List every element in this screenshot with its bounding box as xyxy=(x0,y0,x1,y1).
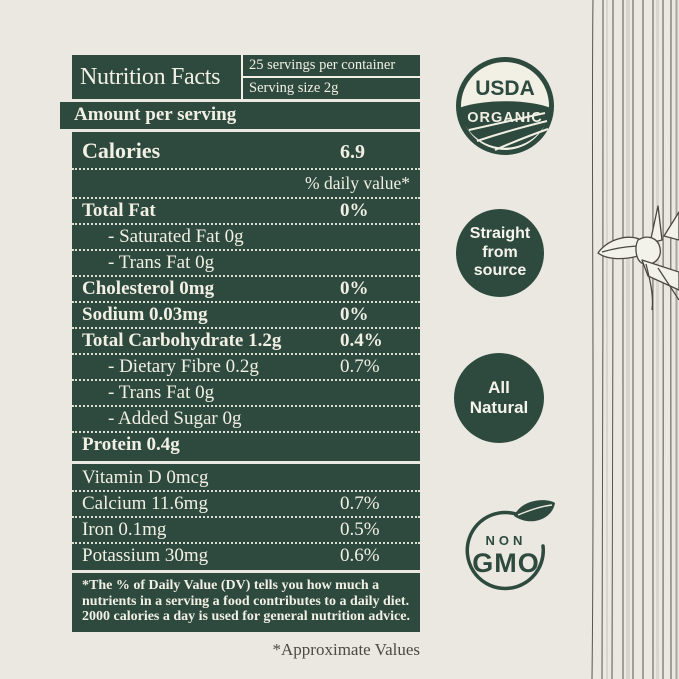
nutrient-row: Total Carbohydrate 1.2g 0.4% xyxy=(72,327,420,353)
mineral-name: Vitamin D 0mcg xyxy=(82,467,209,488)
nutrient-name: - Dietary Fibre 0.2g xyxy=(108,356,259,377)
non-gmo-badge: NON GMO xyxy=(465,500,555,591)
nutrient-daily-value: 0% xyxy=(340,200,369,221)
reeds-illustration xyxy=(591,0,679,679)
nutrient-row: Protein 0.4g xyxy=(72,431,420,457)
nutrient-daily-value: 0.7% xyxy=(340,356,380,377)
badge-line: All xyxy=(488,377,510,397)
nutrient-name: - Added Sugar 0g xyxy=(108,408,242,429)
nutrient-name: - Trans Fat 0g xyxy=(108,382,215,403)
nutrient-name: Protein 0.4g xyxy=(82,434,180,455)
badge-line: source xyxy=(473,262,527,280)
mineral-name: Iron 0.1mg xyxy=(82,519,167,540)
mineral-daily-value: 0.6% xyxy=(340,545,380,566)
daily-value-header: % daily value* xyxy=(72,170,420,199)
mineral-row: Vitamin D 0mcg xyxy=(72,466,420,490)
nutrient-daily-value: 0% xyxy=(340,278,369,299)
nutrient-row: Cholesterol 0mg 0% xyxy=(72,275,420,301)
nutrition-facts-label: Nutrition Facts 25 servings per containe… xyxy=(60,55,420,660)
usda-text: USDA xyxy=(475,77,535,100)
badge-line: from xyxy=(482,243,518,261)
nutrient-name: Total Fat xyxy=(82,200,156,221)
nutrient-name: Total Carbohydrate 1.2g xyxy=(82,330,282,351)
nutrient-rows: Total Fat 0% - Saturated Fat 0g - Trans … xyxy=(72,199,420,457)
nutrient-daily-value: 0.4% xyxy=(340,330,383,351)
daily-value-footnote: *The % of Daily Value (DV) tells you how… xyxy=(72,573,420,633)
nutrient-row: Sodium 0.03mg 0% xyxy=(72,301,420,327)
badge-line: Straight xyxy=(469,224,531,242)
gmo-text: GMO xyxy=(472,548,540,578)
calories-label: Calories xyxy=(82,138,161,163)
nutrient-row: Total Fat 0% xyxy=(72,199,420,223)
calories-value: 6.9 xyxy=(340,141,365,163)
nutrient-name: - Trans Fat 0g xyxy=(108,252,215,273)
minerals-table: Vitamin D 0mcg Calcium 11.6mg 0.7% Iron … xyxy=(72,464,420,570)
nutrient-row: - Added Sugar 0g xyxy=(72,405,420,431)
non-text: NON xyxy=(486,533,527,548)
serving-size: Serving size 2g xyxy=(249,80,339,96)
nutrient-row: - Trans Fat 0g xyxy=(72,379,420,405)
calories-row: Calories 6.9 xyxy=(72,134,420,170)
nutrient-name: Cholesterol 0mg xyxy=(82,278,215,299)
field-furrows-icon xyxy=(468,112,549,151)
nutrient-row: - Trans Fat 0g xyxy=(72,249,420,275)
straight-from-source-badge: Straight from source xyxy=(456,209,544,297)
nutrient-daily-value: 0% xyxy=(340,304,369,325)
usda-organic-badge: USDA ORGANIC xyxy=(456,57,554,155)
leaf-icon xyxy=(514,500,555,522)
nutrient-name: - Saturated Fat 0g xyxy=(108,226,244,247)
amount-per-serving-bar: Amount per serving xyxy=(60,102,420,129)
servings-per-container: 25 servings per container xyxy=(243,55,420,78)
nutrient-row: - Saturated Fat 0g xyxy=(72,223,420,249)
mineral-row: Iron 0.1mg 0.5% xyxy=(72,516,420,542)
label-header: Nutrition Facts 25 servings per containe… xyxy=(72,55,420,99)
nutrient-row: - Dietary Fibre 0.2g 0.7% xyxy=(72,353,420,379)
mineral-row: Calcium 11.6mg 0.7% xyxy=(72,490,420,516)
mineral-daily-value: 0.7% xyxy=(340,493,380,514)
nutrient-name: Sodium 0.03mg xyxy=(82,304,208,325)
mineral-daily-value: 0.5% xyxy=(340,519,380,540)
mineral-name: Calcium 11.6mg xyxy=(82,493,208,514)
servings-info: 25 servings per container Serving size 2… xyxy=(243,55,420,99)
mineral-row: Potassium 30mg 0.6% xyxy=(72,542,420,568)
label-title: Nutrition Facts xyxy=(72,55,243,99)
organic-text: ORGANIC xyxy=(467,110,542,126)
badge-line: Natural xyxy=(469,398,529,417)
approximate-values-note: *Approximate Values xyxy=(272,640,420,660)
mineral-name: Potassium 30mg xyxy=(82,545,209,566)
nutrients-table: Calories 6.9 % daily value* Total Fat 0%… xyxy=(72,132,420,461)
all-natural-badge: All Natural xyxy=(454,353,544,443)
hornbill-bird-icon xyxy=(597,205,679,311)
